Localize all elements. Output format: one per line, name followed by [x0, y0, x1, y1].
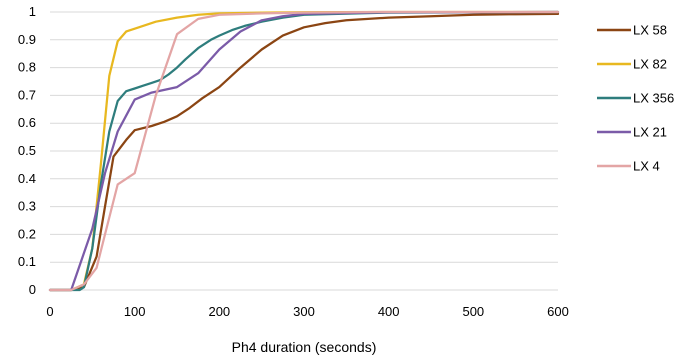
- legend-label: LX 21: [633, 125, 667, 140]
- x-tick-label: 300: [293, 304, 315, 319]
- x-tick-label: 100: [124, 304, 146, 319]
- y-tick-label: 0.6: [18, 115, 36, 130]
- y-tick-label: 0.8: [18, 60, 36, 75]
- y-tick-label: 0.2: [18, 226, 36, 241]
- x-tick-label: 0: [46, 304, 53, 319]
- y-tick-label: 0.7: [18, 87, 36, 102]
- legend: LX 58 LX 82 LX 356 LX 21 LX 4: [597, 23, 674, 174]
- y-tick-label: 0.3: [18, 199, 36, 214]
- x-tick-label: 500: [462, 304, 484, 319]
- series-lines: [48, 10, 560, 292]
- series-line-lx-4: [48, 10, 560, 292]
- series-line-lx-58: [48, 12, 560, 292]
- legend-label: LX 82: [633, 57, 667, 72]
- grid-lines: [50, 11, 558, 291]
- x-tick-label: 400: [378, 304, 400, 319]
- y-tick-label: 0.5: [18, 143, 36, 158]
- x-axis-label: Ph4 duration (seconds): [232, 339, 377, 355]
- legend-label: LX 356: [633, 91, 674, 106]
- y-tick-label: 0.1: [18, 254, 36, 269]
- y-tick-label: 0: [29, 282, 36, 297]
- y-tick-label: 1: [29, 4, 36, 19]
- x-tick-label: 200: [208, 304, 230, 319]
- y-tick-label: 0.4: [18, 171, 36, 186]
- x-tick-label: 600: [547, 304, 569, 319]
- series-line-lx-21: [48, 10, 560, 292]
- y-tick-label: 0.9: [18, 32, 36, 47]
- legend-label: LX 58: [633, 23, 667, 38]
- legend-label: LX 4: [633, 159, 660, 174]
- y-axis-ticks: 0 0.1 0.2 0.3 0.4 0.5 0.6 0.7 0.8 0.9 1: [18, 4, 36, 297]
- x-axis-ticks: 0 100 200 300 400 500 600: [46, 304, 568, 319]
